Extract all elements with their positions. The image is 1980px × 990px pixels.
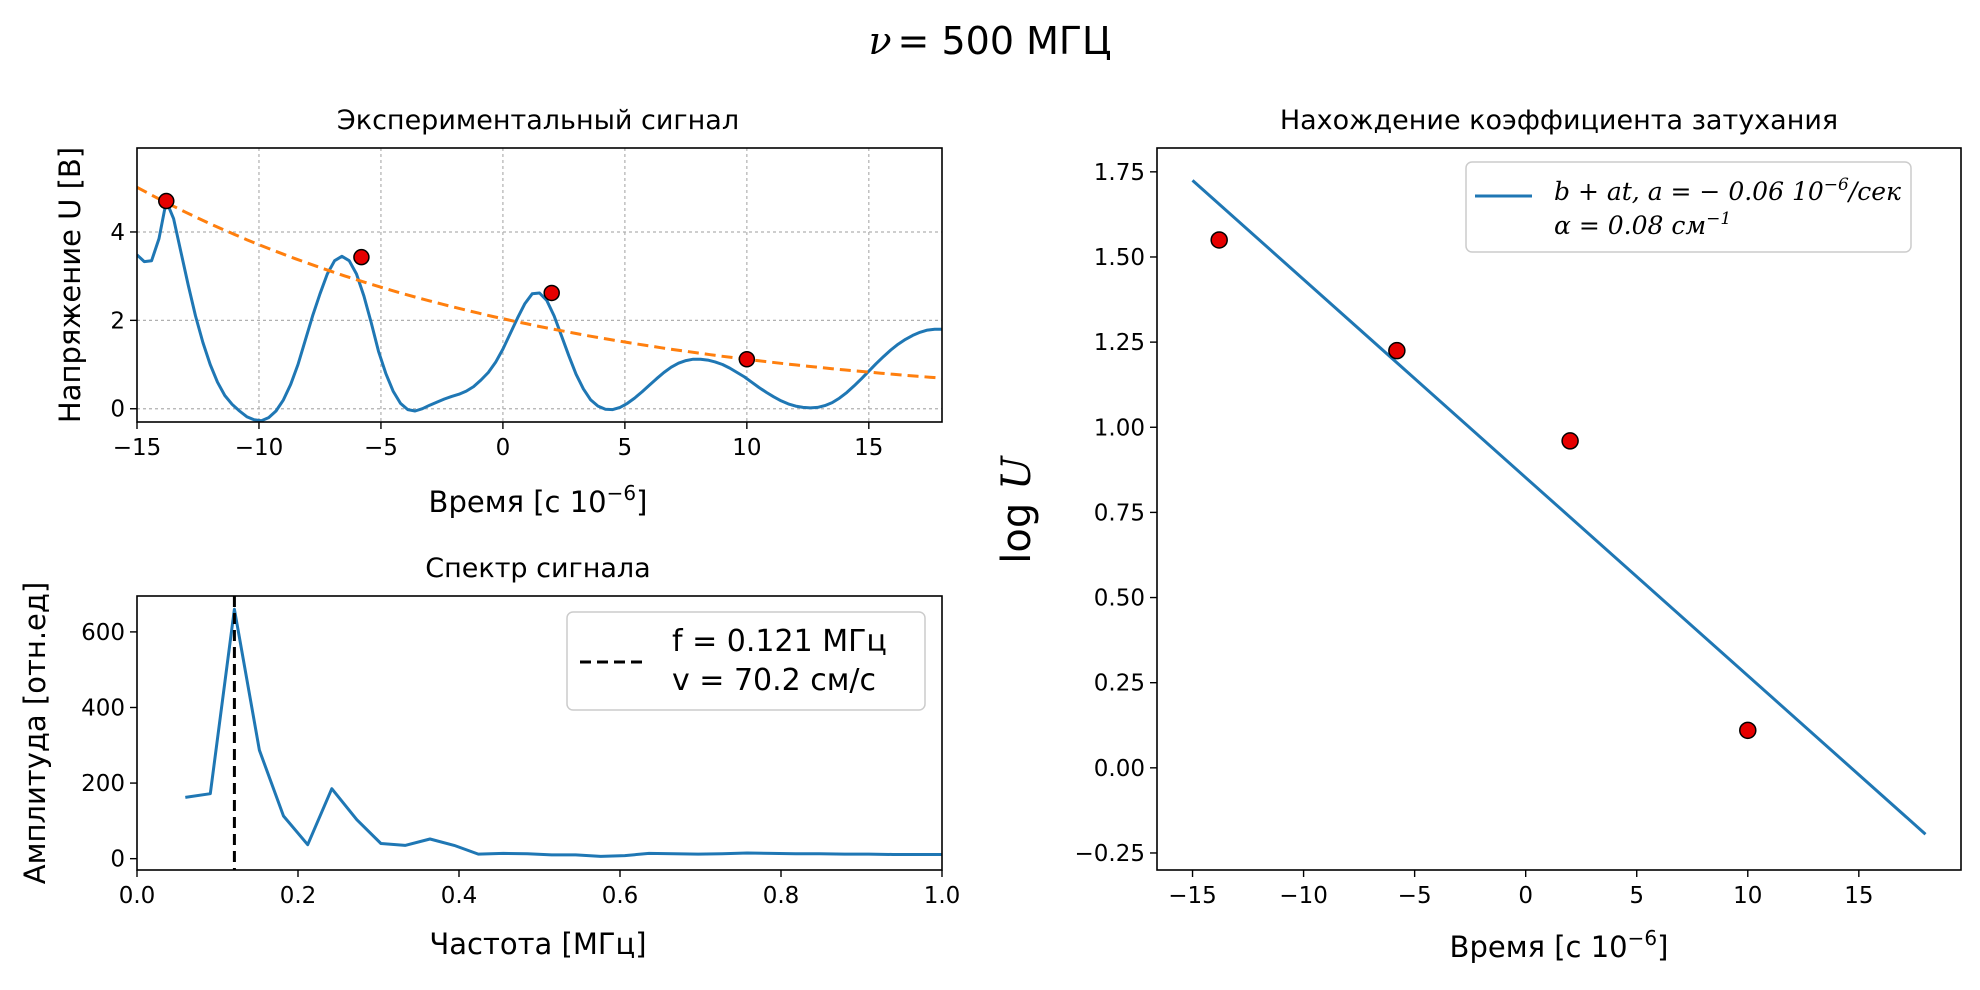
decay-title: Нахождение коэффициента затухания [1280,105,1838,136]
x-tick-label: 0 [1518,883,1533,909]
spectrum-ticks: 0.0 0.2 0.4 0.6 0.8 1.0 0 200 400 600 [81,620,960,909]
spectrum-ylabel: Амплитуда [отн.ед] [18,582,52,885]
peak-point [543,284,560,302]
spectrum-line [185,607,942,858]
x-tick-label: 0.2 [280,883,317,909]
decay-legend: b + at, a = − 0.06 10−6/сек α = 0.08 см−… [1465,161,1912,253]
signal-chart: Экспериментальный сигнал −15 −10 −5 0 5 10 15 0… [53,105,943,519]
signal-ylabel: Напряжение U [В] [53,147,87,423]
x-tick-label: −10 [235,435,284,461]
x-tick-label: −10 [1279,883,1328,909]
x-tick-label: 0 [496,435,511,461]
x-tick-label: 15 [1844,883,1873,909]
y-tick-label: 0 [110,847,125,873]
decay-ylabel: log U [994,455,1040,564]
decay-axes-frame [1156,147,1962,871]
x-tick-label: 0.4 [441,883,478,909]
y-tick-label: 600 [81,620,125,646]
y-tick-label: 400 [81,695,125,721]
decay-legend-box [1465,161,1912,253]
x-tick-label: 5 [1629,883,1644,909]
y-tick-label: 1.00 [1094,415,1145,441]
signal-line [137,199,942,422]
y-tick-label: 2 [110,308,125,334]
spectrum-legend: f = 0.121 МГц v = 70.2 см/с [566,611,926,711]
x-tick-label: 1.0 [924,883,961,909]
y-tick-label: −0.25 [1075,841,1145,867]
spectrum-xlabel: Частота [МГц] [429,927,646,961]
spectrum-chart: Спектр сигнала 0.0 0.2 0.4 0.6 0.8 1.0 0 200 400… [18,553,960,961]
y-tick-label: 0.50 [1094,586,1145,612]
spectrum-data [185,596,942,870]
x-tick-label: 5 [618,435,633,461]
x-tick-label: 10 [732,435,761,461]
y-tick-label: 200 [81,771,125,797]
decay-chart: Нахождение коэффициента затухания −15 −10… [994,105,1962,964]
x-tick-label: 0.6 [602,883,639,909]
peak-point [158,192,175,210]
decay-legend-fit: b + at, a = − 0.06 10−6/сек [1554,175,1901,206]
signal-xlabel: Время [с 10−6] [429,481,648,519]
peak-point [738,350,756,368]
envelope-line [137,185,942,380]
x-tick-label: −5 [364,435,398,461]
y-tick-label: 0 [110,397,125,423]
x-tick-label: 0.8 [763,883,800,909]
signal-series-group [137,185,942,422]
log-amplitude-point [1739,721,1757,740]
spectrum-title: Спектр сигнала [425,553,650,584]
signal-title: Экспериментальный сигнал [337,105,739,136]
x-tick-label: 10 [1733,883,1762,909]
decay-legend-alpha: α = 0.08 см−1 [1554,209,1731,240]
y-tick-label: 0.75 [1094,500,1145,526]
figure-suptitle: ν = 500 МГЦ [868,19,1111,63]
x-tick-label: −5 [1398,883,1432,909]
signal-grid [137,148,942,422]
signal-axes-frame [136,147,943,423]
decay-xlabel: Время [с 10−6] [1450,926,1669,964]
fit-line [1191,179,1927,836]
spectrum-legend-box [566,611,926,711]
y-tick-label: 1.75 [1094,160,1145,186]
x-tick-label: −15 [1168,883,1217,909]
decay-data [1191,179,1927,836]
signal-data [137,185,942,422]
peak-point [353,248,370,266]
decay-ticks: −15 −10 −5 0 5 10 15 −0.25 0.00 0.25 0.50 0.75 1.00 1… [1075,160,1874,909]
signal-ticks: −15 −10 −5 0 5 10 15 0 2 4 [110,220,883,461]
y-tick-label: 0.00 [1094,756,1145,782]
y-tick-label: 1.25 [1094,330,1145,356]
x-tick-label: 15 [854,435,883,461]
x-tick-label: −15 [113,435,162,461]
log-amplitude-point [1388,341,1406,360]
log-amplitude-point [1561,432,1579,450]
x-tick-label: 0.0 [119,883,156,909]
y-tick-label: 1.50 [1094,245,1145,271]
y-tick-label: 4 [110,220,125,246]
y-tick-label: 0.25 [1094,671,1145,697]
spectrum-axes-frame [136,595,943,871]
spectrum-legend-v: v = 70.2 см/с [672,663,876,698]
log-amplitude-point [1210,231,1228,249]
spectrum-legend-f: f = 0.121 МГц [672,624,887,659]
